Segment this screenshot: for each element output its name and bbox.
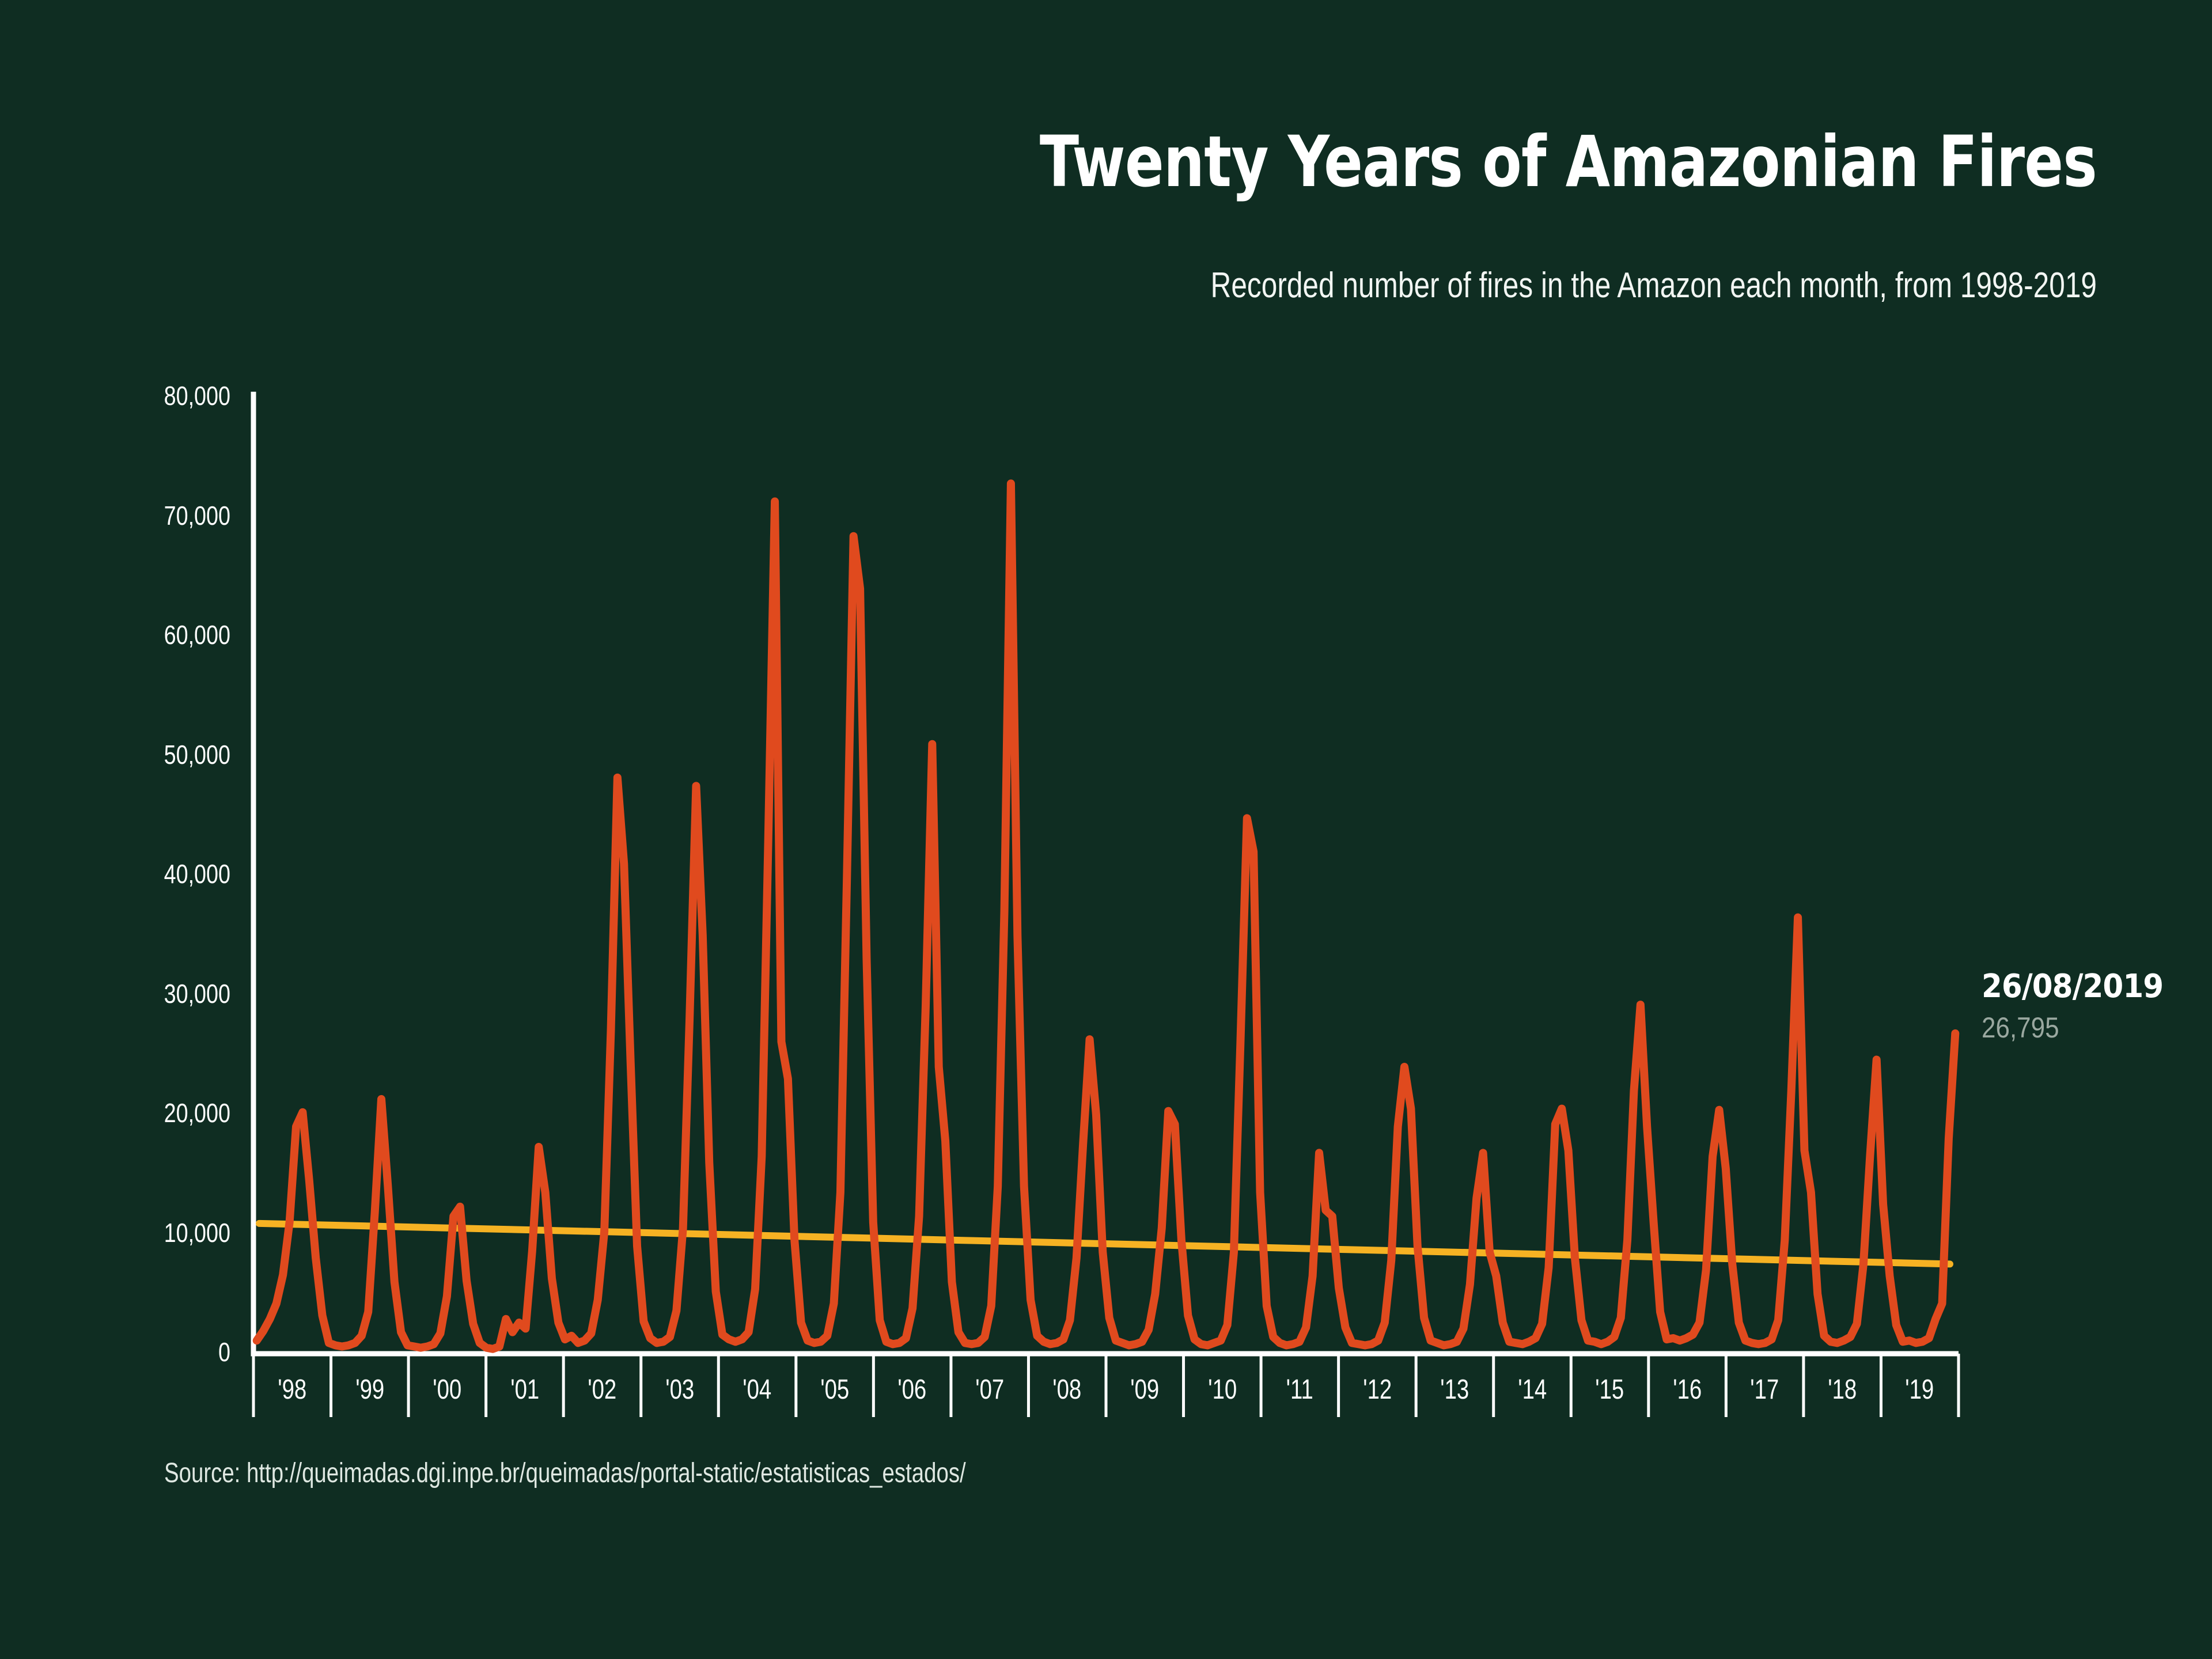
x-axis-tick-label: '01 — [510, 1374, 539, 1405]
page-subtitle: Recorded number of fires in the Amazon e… — [1210, 266, 2097, 305]
x-axis-tick-label: '18 — [1828, 1374, 1857, 1405]
axes — [251, 392, 1960, 1417]
y-axis-tick-label: 80,000 — [164, 381, 230, 411]
y-axis-tick-label: 0 — [218, 1337, 230, 1367]
annotation-value: 26,795 — [1982, 1012, 2059, 1044]
y-axis-tick-label: 10,000 — [164, 1217, 230, 1248]
x-axis-tick-label: '15 — [1595, 1374, 1624, 1405]
x-axis-tick-label: '08 — [1052, 1374, 1082, 1405]
series-line-monthly-fires — [252, 479, 1960, 1353]
x-axis-tick-label: '16 — [1673, 1374, 1702, 1405]
end-point-annotation: 26/08/2019 26,795 — [1982, 968, 2200, 1044]
annotation-date: 26/08/2019 — [1982, 968, 2164, 1005]
y-axis-tick-label: 20,000 — [164, 1098, 230, 1128]
y-axis-tick-label: 70,000 — [164, 500, 230, 531]
x-axis-tick-label: '04 — [743, 1374, 772, 1405]
x-axis-tick-label: '14 — [1517, 1374, 1547, 1405]
source-note: Source: http://queimadas.dgi.inpe.br/que… — [164, 1458, 966, 1488]
x-axis-tick-label: '03 — [665, 1374, 695, 1405]
x-axis-tick-label: '00 — [433, 1374, 462, 1405]
x-axis-tick-label: '05 — [820, 1374, 850, 1405]
y-axis-tick-label: 30,000 — [164, 978, 230, 1009]
x-axis-tick-label: '99 — [355, 1374, 384, 1405]
x-axis-tick-label: '10 — [1207, 1374, 1237, 1405]
x-axis-tick-label: '11 — [1286, 1374, 1313, 1405]
x-axis-tick-label: '09 — [1130, 1374, 1160, 1405]
x-axis-tick-label: '06 — [897, 1374, 927, 1405]
x-axis-tick-label: '13 — [1440, 1374, 1469, 1405]
x-axis-tick-label: '17 — [1750, 1374, 1779, 1405]
y-axis-tick-label: 50,000 — [164, 739, 230, 770]
x-axis-tick-label: '02 — [588, 1374, 617, 1405]
x-axis-tick-label: '12 — [1362, 1374, 1392, 1405]
y-axis-tick-label: 60,000 — [164, 620, 230, 650]
x-axis-tick-label: '07 — [975, 1374, 1005, 1405]
page-title: Twenty Years of Amazonian Fires — [1039, 121, 2097, 203]
x-axis-tick-label: '98 — [278, 1374, 307, 1405]
y-axis-tick-label: 40,000 — [164, 859, 230, 889]
x-axis-tick-label: '19 — [1905, 1374, 1934, 1405]
